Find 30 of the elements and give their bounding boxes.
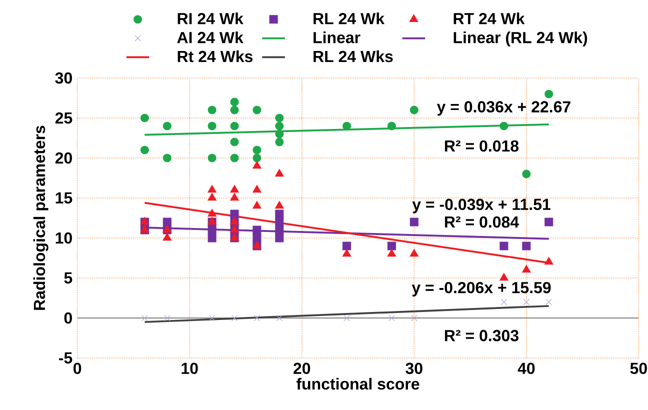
x-tick-label: 40 <box>518 362 535 374</box>
legend-label: RT 24 Wk <box>454 12 525 24</box>
y-tick-label: 0 <box>64 312 72 324</box>
annotation: y = -0.039x + 11.51 <box>412 198 550 214</box>
x-tick-label: 30 <box>406 362 422 374</box>
annotation: R² = 0.303 <box>444 330 518 342</box>
x-tick-label: 50 <box>630 362 647 374</box>
y-tick-label: 20 <box>55 152 72 164</box>
legend-label: RL 24 Wk <box>314 12 385 24</box>
legend-label: Linear (RL 24 Wk) <box>454 31 588 46</box>
y-tick-label: 10 <box>56 232 72 244</box>
y-tick-label: 5 <box>64 272 72 284</box>
legend-label: Rt 24 Wks <box>178 50 253 62</box>
y-tick-label: 25 <box>55 112 72 124</box>
annotation: R² = 0.084 <box>444 216 519 228</box>
legend-label: RL 24 Wks <box>314 50 393 62</box>
annotation: R² = 0.018 <box>444 140 519 152</box>
x-tick-label: 0 <box>74 362 82 374</box>
annotation: y = 0.036x + 22.67 <box>436 101 570 116</box>
legend-label: AI 24 Wk <box>177 31 244 44</box>
y-tick-label: -5 <box>59 352 72 364</box>
y-axis-title: Radiological parameters <box>33 126 48 310</box>
legend-label: RI 24 Wk <box>178 12 244 24</box>
x-tick-label: 20 <box>294 362 310 374</box>
x-tick-label: 10 <box>182 362 198 374</box>
x-axis-title: functional score <box>296 378 420 390</box>
annotation: y = -0.206x + 15.59 <box>412 282 551 296</box>
y-tick-label: 30 <box>55 72 72 84</box>
legend-label: Linear <box>314 31 360 44</box>
y-tick-label: 15 <box>56 192 72 204</box>
